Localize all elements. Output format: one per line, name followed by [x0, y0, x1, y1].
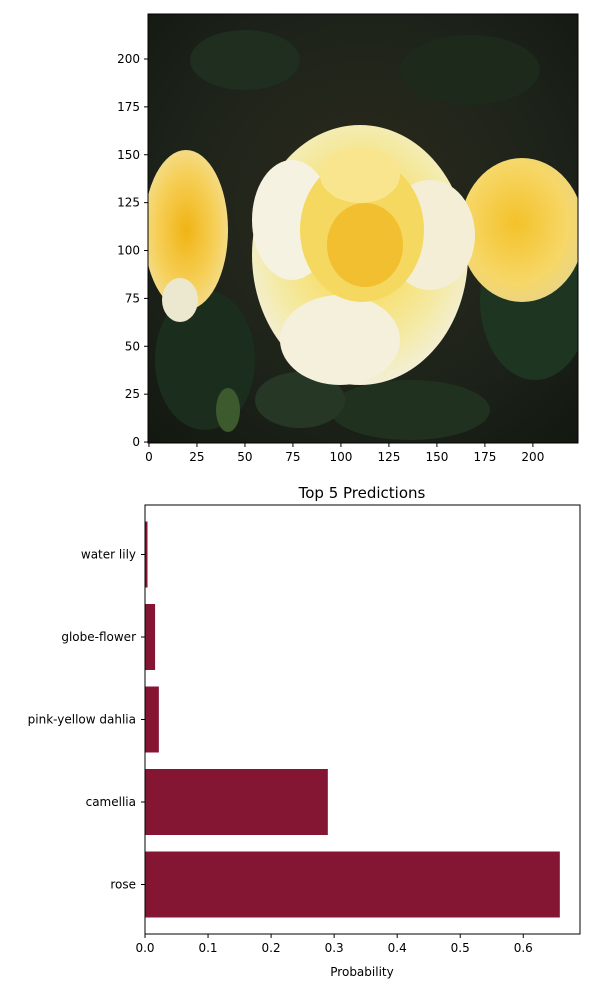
y-tick-label: water lily [81, 548, 136, 562]
image-y-tick-label: 0 [132, 435, 140, 449]
bar-water-lily [145, 521, 148, 588]
bar-pink-yellow-dahlia [145, 686, 159, 753]
x-tick-label: 0.1 [198, 941, 217, 955]
image-x-tick-label: 125 [377, 450, 400, 464]
x-axis-ticks: 0.0 0.1 0.2 0.3 0.4 0.5 0.6 [135, 934, 533, 955]
image-x-tick-label: 200 [521, 450, 544, 464]
bar-chart: Top 5 Predictions rose camellia pink-yello… [28, 484, 581, 979]
image-y-tick-label: 75 [125, 291, 140, 305]
image-y-tick-label: 150 [117, 148, 140, 162]
x-tick-label: 0.5 [451, 941, 470, 955]
image-y-tick-label: 100 [117, 244, 140, 258]
image-x-tick-label: 175 [473, 450, 496, 464]
image-x-tick-label: 100 [329, 450, 352, 464]
bars [145, 521, 560, 918]
y-tick-label: globe-flower [61, 630, 136, 644]
x-tick-label: 0.4 [388, 941, 407, 955]
image-x-ticks: 0 25 50 75 100 125 150 175 200 [145, 443, 544, 464]
image-x-tick-label: 25 [189, 450, 204, 464]
bar-camellia [145, 769, 328, 835]
image-y-tick-label: 175 [117, 100, 140, 114]
bar-globe-flower [145, 604, 156, 670]
rose-photo [148, 14, 578, 443]
image-x-tick-label: 75 [285, 450, 300, 464]
x-axis-label: Probability [330, 965, 393, 979]
image-panel: 0 25 50 75 100 125 150 175 200 0 25 50 75 100 125 150 1… [117, 13, 579, 464]
x-tick-label: 0.3 [325, 941, 344, 955]
bar-rose [145, 851, 560, 918]
image-y-tick-label: 50 [125, 339, 140, 353]
plot-frame [144, 504, 581, 935]
x-tick-label: 0.0 [135, 941, 154, 955]
chart-title: Top 5 Predictions [298, 484, 426, 502]
image-y-tick-label: 125 [117, 196, 140, 210]
y-tick-label: pink-yellow dahlia [28, 713, 136, 727]
x-tick-label: 0.2 [262, 941, 281, 955]
y-tick-label: camellia [86, 795, 136, 809]
image-x-tick-label: 0 [145, 450, 153, 464]
image-y-tick-label: 25 [125, 387, 140, 401]
image-x-tick-label: 150 [425, 450, 448, 464]
image-x-tick-label: 50 [237, 450, 252, 464]
y-axis-ticks: rose camellia pink-yellow dahlia globe-flow… [28, 548, 145, 892]
image-y-tick-label: 200 [117, 52, 140, 66]
image-y-ticks: 0 25 50 75 100 125 150 175 200 [117, 52, 148, 449]
y-tick-label: rose [110, 878, 136, 892]
x-tick-label: 0.6 [514, 941, 533, 955]
